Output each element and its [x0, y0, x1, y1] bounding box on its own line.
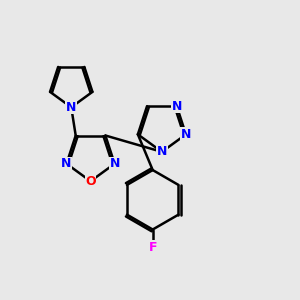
Text: N: N: [181, 128, 191, 141]
Text: N: N: [172, 100, 182, 112]
Text: N: N: [157, 146, 167, 158]
Text: F: F: [148, 241, 157, 254]
Text: O: O: [85, 175, 96, 188]
Text: N: N: [66, 101, 76, 114]
Text: N: N: [110, 157, 120, 170]
Text: N: N: [61, 157, 72, 170]
